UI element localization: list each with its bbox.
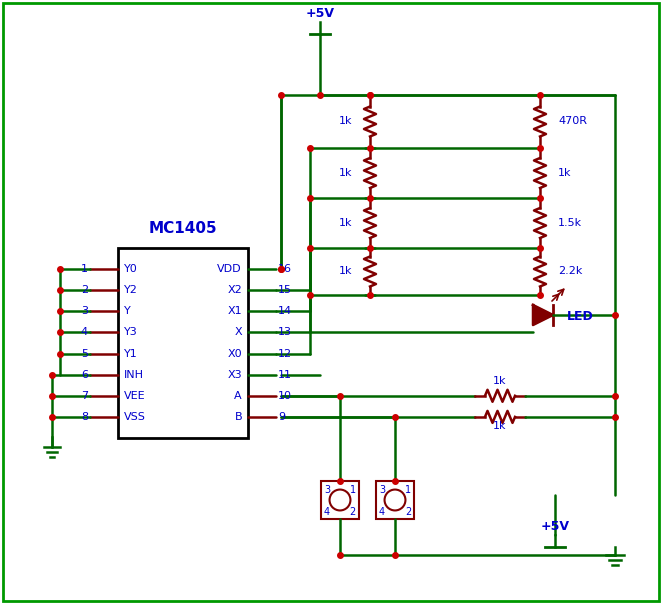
Text: 5: 5: [81, 349, 88, 359]
Text: Y3: Y3: [124, 327, 138, 338]
Text: 1k: 1k: [493, 376, 506, 386]
Text: Y: Y: [124, 306, 131, 316]
Text: A: A: [234, 391, 242, 401]
Text: +5V: +5V: [305, 7, 334, 20]
Text: 3: 3: [379, 485, 385, 495]
Bar: [321, 481, 359, 519]
Text: MC1405: MC1405: [149, 221, 217, 236]
Text: 1k: 1k: [338, 266, 352, 277]
Text: Y1: Y1: [124, 349, 138, 359]
Text: 1k: 1k: [338, 218, 352, 228]
Text: 10: 10: [278, 391, 292, 401]
Text: 12: 12: [278, 349, 292, 359]
Text: 8: 8: [81, 412, 88, 422]
Text: 14: 14: [278, 306, 292, 316]
Text: 4: 4: [81, 327, 88, 338]
Text: 7: 7: [81, 391, 88, 401]
Text: 1k: 1k: [338, 117, 352, 126]
Text: INH: INH: [124, 370, 144, 380]
Text: 9: 9: [278, 412, 285, 422]
Text: 2: 2: [350, 507, 356, 517]
Text: VDD: VDD: [217, 264, 242, 274]
Text: 470R: 470R: [558, 117, 587, 126]
Text: +5V: +5V: [540, 520, 569, 533]
Text: 2: 2: [81, 285, 88, 295]
Bar: [376, 481, 414, 519]
Text: Y0: Y0: [124, 264, 138, 274]
Text: 4: 4: [324, 507, 330, 517]
Text: X: X: [234, 327, 242, 338]
Text: Y2: Y2: [124, 285, 138, 295]
Text: LED: LED: [567, 310, 594, 324]
Text: 4: 4: [379, 507, 385, 517]
Text: X0: X0: [227, 349, 242, 359]
Text: 13: 13: [278, 327, 292, 338]
Text: VEE: VEE: [124, 391, 146, 401]
Text: X1: X1: [227, 306, 242, 316]
Text: 2.2k: 2.2k: [558, 266, 583, 277]
Text: X2: X2: [227, 285, 242, 295]
Bar: [118, 248, 248, 438]
Text: 1: 1: [81, 264, 88, 274]
Text: VSS: VSS: [124, 412, 146, 422]
Text: 15: 15: [278, 285, 292, 295]
Text: 16: 16: [278, 264, 292, 274]
Text: 1k: 1k: [558, 168, 571, 178]
Text: 3: 3: [324, 485, 330, 495]
Text: 6: 6: [81, 370, 88, 380]
Text: 2: 2: [404, 507, 411, 517]
Text: 1: 1: [350, 485, 356, 495]
Text: 11: 11: [278, 370, 292, 380]
Text: 1k: 1k: [493, 421, 506, 431]
Text: X3: X3: [227, 370, 242, 380]
Polygon shape: [533, 305, 553, 325]
Text: 1.5k: 1.5k: [558, 218, 582, 228]
Text: B: B: [234, 412, 242, 422]
Text: 1k: 1k: [338, 168, 352, 178]
Text: 1: 1: [405, 485, 411, 495]
Text: 3: 3: [81, 306, 88, 316]
